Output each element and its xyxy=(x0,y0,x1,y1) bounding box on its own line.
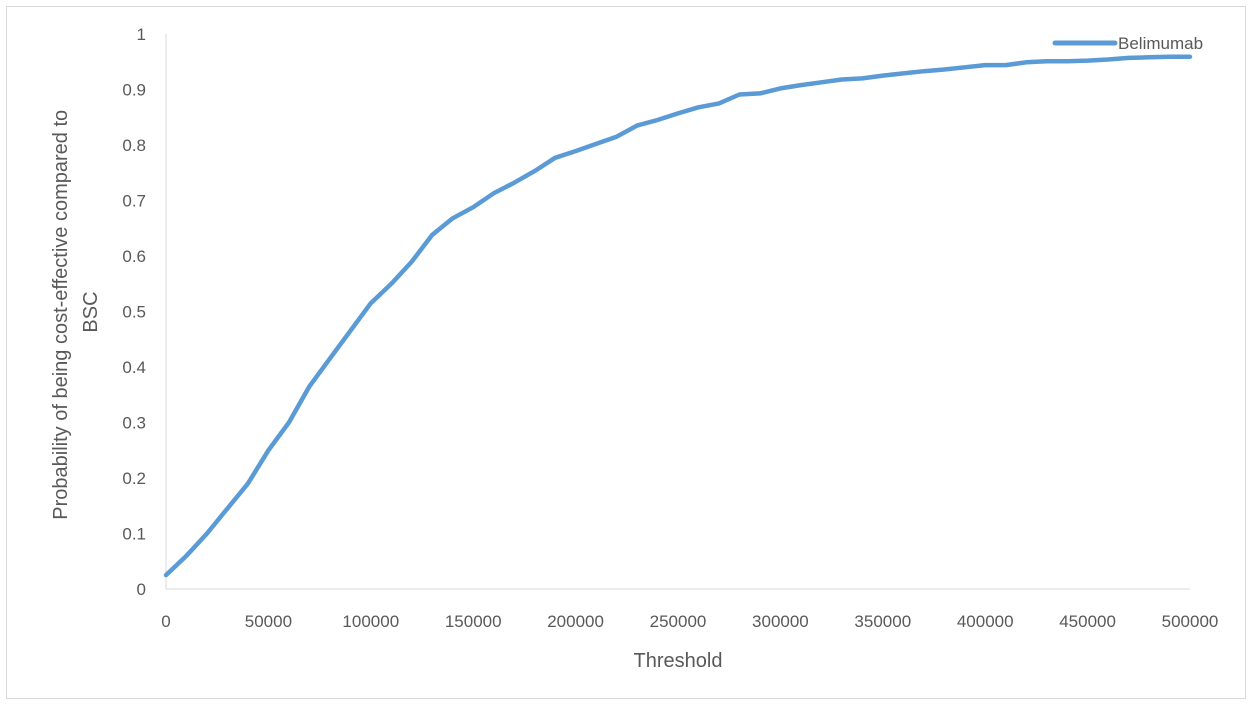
y-tick-label: 0 xyxy=(137,580,146,599)
x-tick-label: 500000 xyxy=(1162,612,1219,631)
x-axis-title: Threshold xyxy=(634,650,723,672)
x-tick-label: 200000 xyxy=(547,612,604,631)
y-axis-title: Probability of being cost-effective comp… xyxy=(50,104,102,519)
x-tick-label: 50000 xyxy=(245,612,292,631)
x-tick-label: 450000 xyxy=(1059,612,1116,631)
x-tick-label: 300000 xyxy=(752,612,809,631)
chart-frame xyxy=(6,6,1246,699)
y-tick-label: 1 xyxy=(137,25,146,44)
y-tick-label: 0.3 xyxy=(122,414,146,433)
y-tick-label: 0.9 xyxy=(122,81,146,100)
legend-label: Belimumab xyxy=(1118,34,1203,53)
x-tick-label: 400000 xyxy=(957,612,1014,631)
series-group xyxy=(163,54,1193,578)
x-tick-label: 100000 xyxy=(342,612,399,631)
y-axis-title-line: Probability of being cost-effective comp… xyxy=(50,110,72,520)
series-line-belimumab xyxy=(163,54,1193,578)
y-tick-label: 0.8 xyxy=(122,136,146,155)
y-tick-label: 0.6 xyxy=(122,247,146,266)
y-tick-label: 0.5 xyxy=(122,303,146,322)
x-tick-label: 250000 xyxy=(650,612,707,631)
y-tick-label: 0.4 xyxy=(122,358,146,377)
y-tick-label: 0.7 xyxy=(122,192,146,211)
y-axis: 0 0.1 0.2 0.3 0.4 0.5 0.6 0.7 0.8 0.9 1 xyxy=(122,25,167,599)
y-axis-title-line: BSC xyxy=(80,291,102,332)
y-tick-label: 0.1 xyxy=(122,525,146,544)
x-tick-label: 150000 xyxy=(445,612,502,631)
x-tick-label: 350000 xyxy=(854,612,911,631)
x-axis: 0 50000 100000 150000 200000 250000 300000 3500… xyxy=(161,588,1219,631)
legend: Belimumab xyxy=(1052,34,1203,53)
y-tick-label: 0.2 xyxy=(122,469,146,488)
x-tick-label: 0 xyxy=(161,612,170,631)
